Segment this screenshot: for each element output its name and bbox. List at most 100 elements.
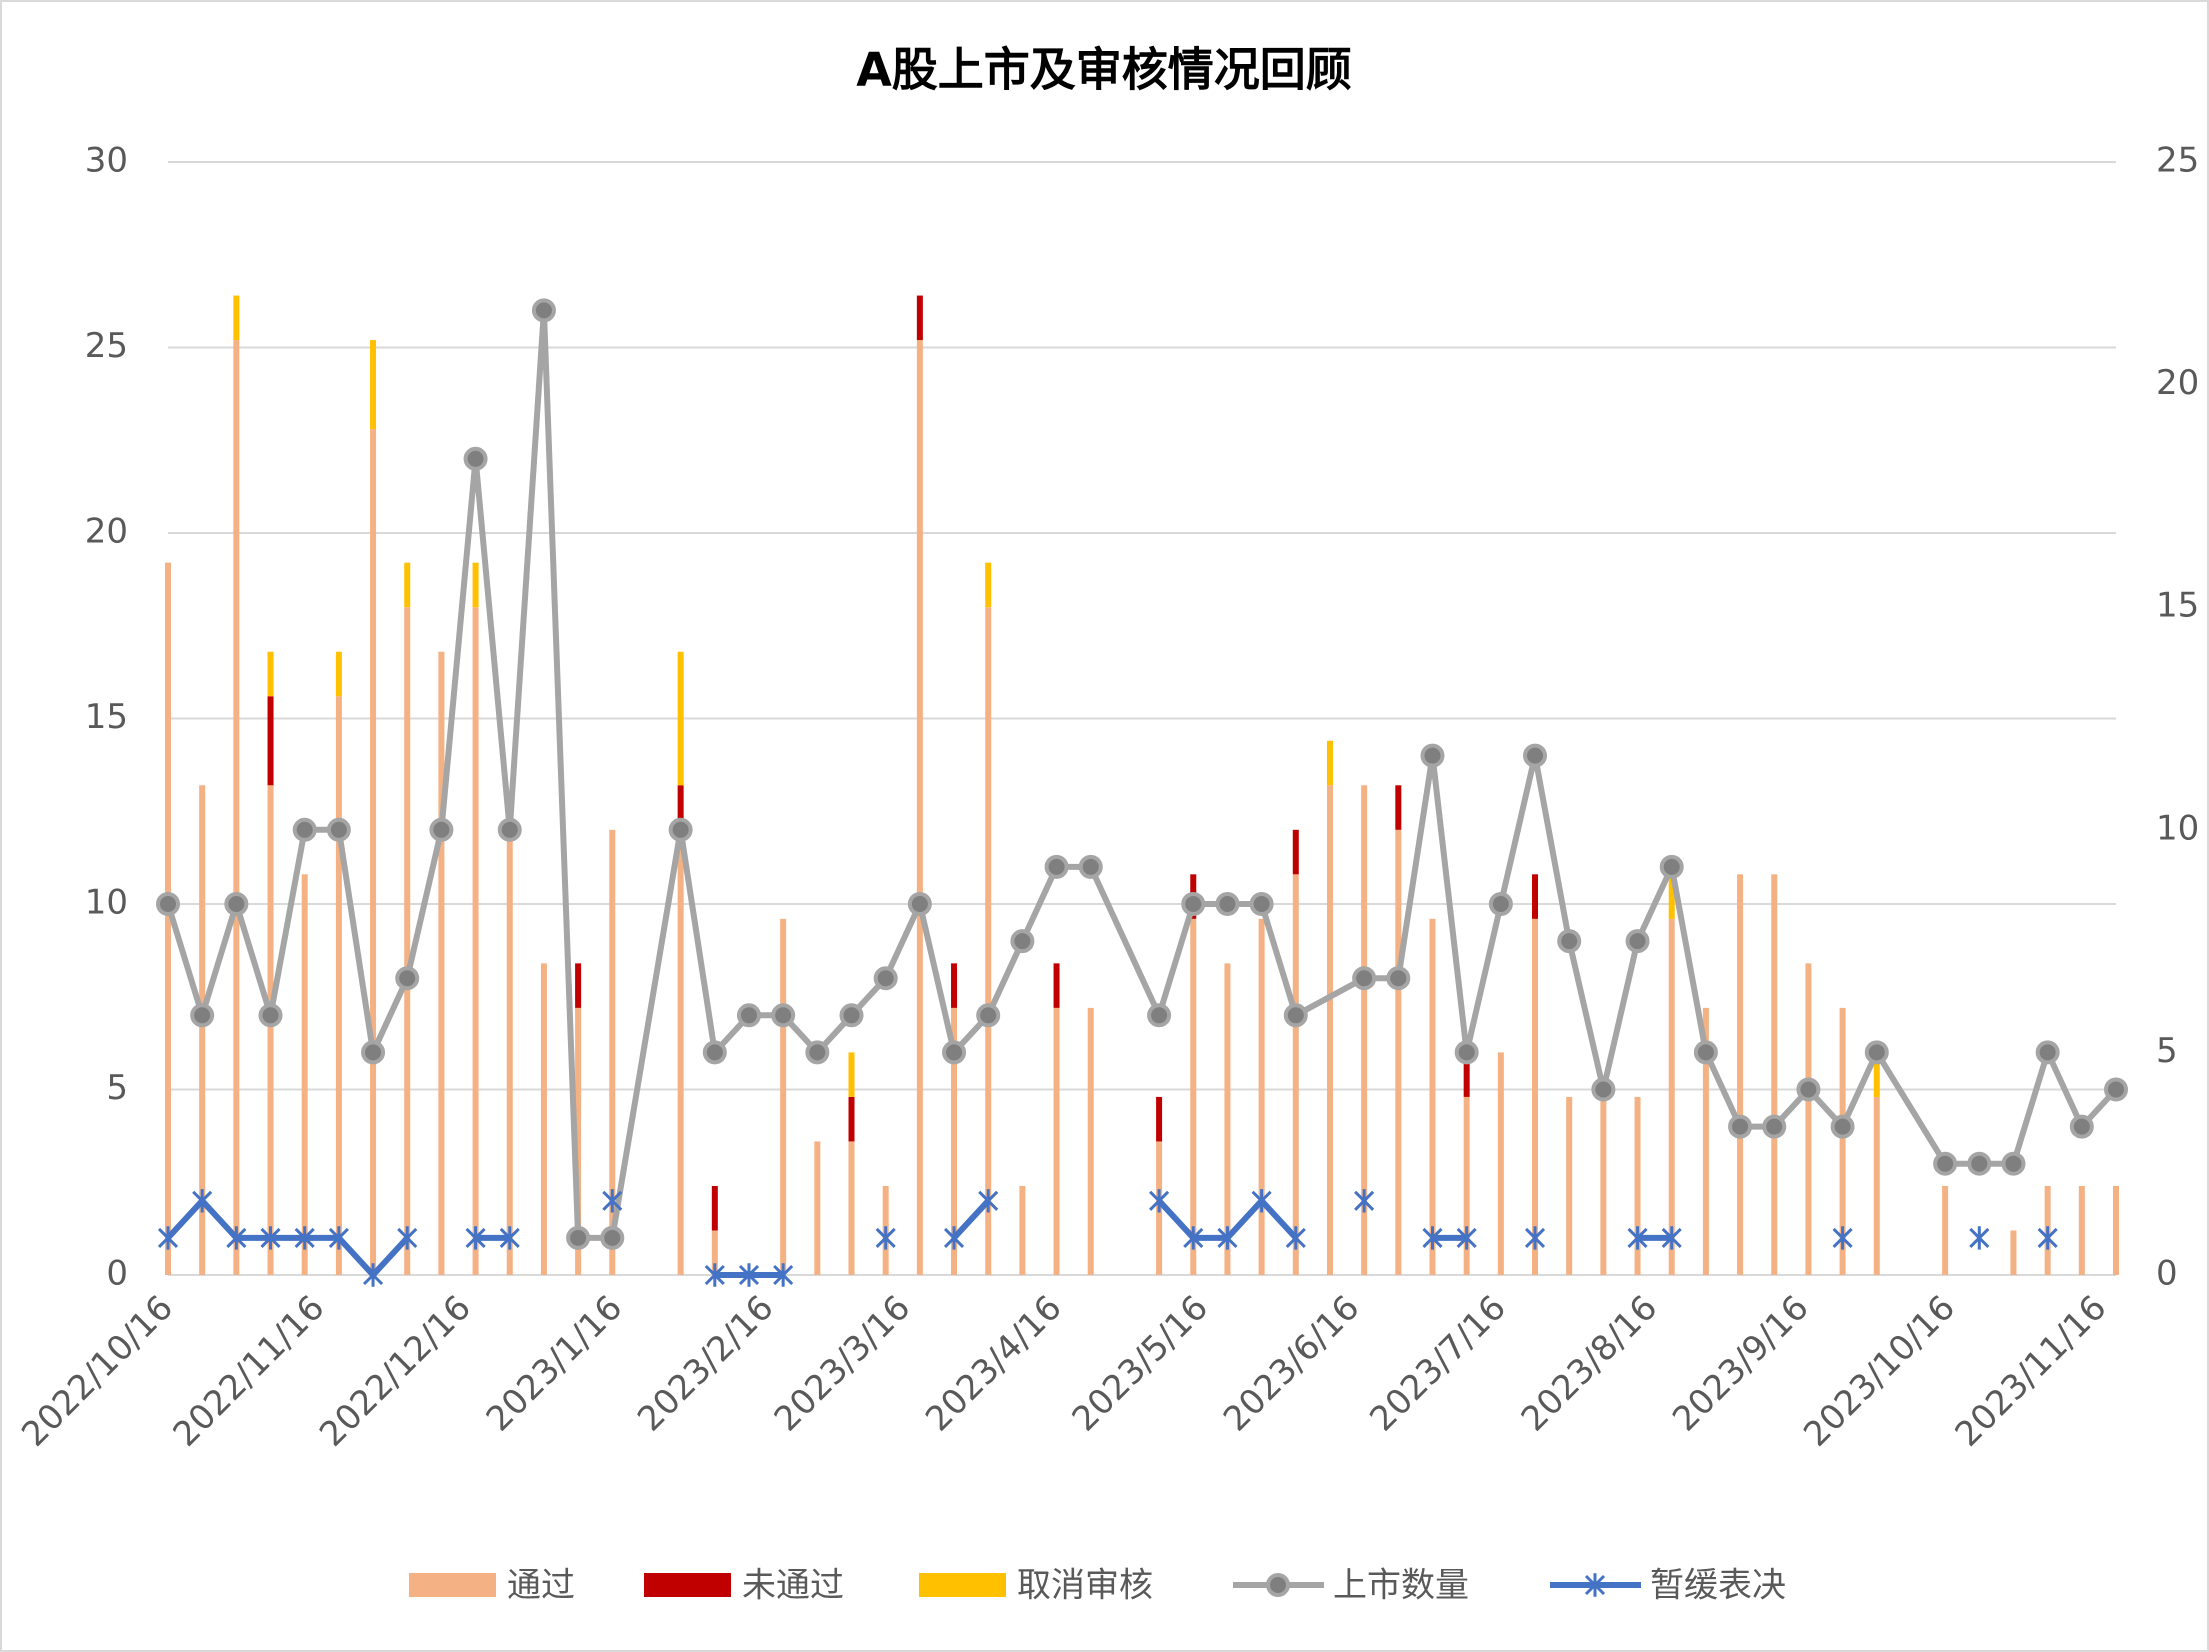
marker	[942, 1040, 967, 1065]
marker	[1591, 1077, 1616, 1102]
marker	[978, 1189, 999, 1213]
marker	[328, 1226, 349, 1250]
marker	[2069, 1114, 2094, 1139]
marker	[1010, 929, 1035, 954]
marker	[326, 817, 351, 842]
marker	[976, 1003, 1001, 1028]
marker	[294, 1226, 315, 1250]
y2-tick-label: 20	[2156, 363, 2199, 403]
bar-segment	[1532, 918, 1539, 1275]
marker	[1422, 1226, 1443, 1250]
marker	[1283, 1003, 1308, 1028]
marker	[1456, 1226, 1477, 1250]
marker	[2037, 1226, 2058, 1250]
bar-segment	[1634, 1096, 1641, 1275]
bar-segment	[575, 963, 582, 1008]
bar-segment	[370, 340, 377, 430]
bar-segment	[951, 1007, 958, 1275]
marker	[1693, 1040, 1718, 1065]
marker	[292, 817, 317, 842]
y-tick-label: 5	[106, 1068, 128, 1108]
bar-segment	[780, 918, 787, 1275]
marker	[773, 1263, 794, 1287]
legend-marker	[1266, 1573, 1290, 1597]
bar-segment	[1429, 918, 1436, 1275]
y-tick-label: 0	[106, 1254, 128, 1294]
bar-segment	[1395, 829, 1402, 1275]
bar-segment	[985, 607, 992, 1275]
bar-segment	[1497, 1052, 1504, 1275]
marker	[1830, 1114, 1855, 1139]
bar-segment	[916, 340, 923, 1276]
bar-segment	[609, 829, 616, 1275]
marker	[260, 1226, 281, 1250]
marker	[1969, 1226, 1990, 1250]
bar-segment	[1702, 1007, 1709, 1275]
bar-segment	[848, 1052, 855, 1097]
marker	[873, 966, 898, 991]
bar-segment	[1532, 874, 1539, 919]
marker	[156, 892, 180, 916]
y-tick-label: 30	[85, 141, 128, 181]
marker	[1661, 1226, 1682, 1250]
marker	[1354, 1189, 1375, 1213]
marker	[839, 1003, 864, 1028]
bar-segment	[2010, 1230, 2017, 1275]
bar-segment	[1771, 874, 1778, 1275]
y2-tick-label: 15	[2156, 586, 2199, 626]
marker	[1251, 1189, 1272, 1213]
bar-segment	[1668, 918, 1675, 1275]
y-tick-label: 15	[85, 697, 128, 737]
marker	[226, 1226, 247, 1250]
marker	[224, 892, 249, 916]
y2-tick-label: 0	[2156, 1254, 2178, 1294]
marker	[465, 1226, 486, 1250]
marker	[395, 966, 420, 991]
bar-segment	[1463, 1052, 1470, 1097]
marker	[805, 1040, 830, 1065]
bar-segment	[1361, 785, 1368, 1275]
bar-segment	[1600, 1096, 1607, 1275]
bar-segment	[711, 1230, 718, 1275]
bar-segment	[1258, 918, 1265, 1275]
bar-segment	[1053, 1007, 1060, 1275]
marker	[1967, 1151, 1992, 1176]
y-tick-label: 25	[85, 326, 128, 366]
bar-segment	[1156, 1096, 1163, 1142]
bar-segment	[1566, 1096, 1573, 1275]
marker	[497, 817, 522, 842]
bar-segment	[438, 651, 445, 1275]
marker	[2035, 1040, 2060, 1065]
bar-segment	[335, 696, 342, 1275]
legend-swatch	[644, 1573, 731, 1597]
marker	[907, 892, 932, 916]
marker	[875, 1226, 896, 1250]
marker	[1933, 1151, 1958, 1176]
bar-segment	[1873, 1052, 1880, 1097]
marker	[1352, 966, 1377, 991]
marker	[1215, 892, 1240, 916]
bar-segment	[575, 1007, 582, 1275]
bar-segment	[370, 429, 377, 1275]
bar-segment	[2113, 1185, 2119, 1275]
marker	[1524, 1226, 1546, 1250]
bar-segment	[1463, 1096, 1470, 1275]
bar-segment	[404, 607, 411, 1275]
marker	[1249, 892, 1274, 916]
marker	[531, 298, 556, 323]
marker	[943, 1226, 965, 1250]
bar-segment	[1224, 963, 1231, 1275]
bar-segment	[1087, 1007, 1094, 1275]
bar-segment	[233, 295, 240, 341]
marker	[2104, 1077, 2128, 1102]
marker	[463, 446, 488, 471]
bar-segment	[1395, 785, 1402, 830]
bar-segment	[814, 1141, 821, 1275]
marker	[1864, 1040, 1889, 1065]
marker	[1149, 1189, 1170, 1213]
bar-segment	[267, 785, 274, 1275]
marker	[1044, 854, 1069, 879]
marker	[566, 1225, 591, 1250]
